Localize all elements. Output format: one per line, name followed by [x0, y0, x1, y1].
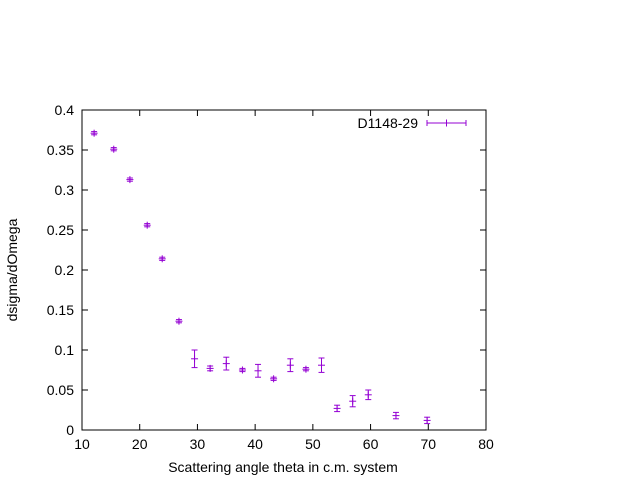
data-point — [286, 358, 294, 373]
data-point — [126, 176, 134, 184]
data-point — [318, 357, 326, 373]
data-point — [423, 416, 431, 425]
y-tick-label: 0 — [66, 422, 74, 438]
data-point — [206, 364, 214, 372]
y-tick-label: 0.35 — [47, 142, 74, 158]
legend-label: D1148-29 — [358, 115, 419, 131]
x-tick-label: 70 — [420, 436, 436, 452]
data-point — [175, 317, 183, 325]
data-point — [158, 255, 166, 263]
data-point — [90, 129, 98, 137]
y-tick-label: 0.4 — [55, 102, 75, 118]
data-point — [364, 389, 372, 401]
data-series — [90, 129, 431, 425]
x-tick-label: 60 — [363, 436, 379, 452]
data-point — [222, 356, 230, 371]
y-axis: 0 0.05 0.1 0.15 0.2 0.25 0.3 0.35 0.4 — [47, 102, 486, 438]
x-axis-label: Scattering angle theta in c.m. system — [168, 459, 398, 475]
y-tick-label: 0.1 — [55, 342, 75, 358]
data-point — [254, 363, 262, 378]
data-point — [392, 411, 400, 420]
x-tick-label: 40 — [247, 436, 263, 452]
x-tick-label: 20 — [132, 436, 148, 452]
y-tick-label: 0.2 — [55, 262, 75, 278]
data-point — [270, 375, 278, 383]
y-tick-label: 0.3 — [55, 182, 75, 198]
data-point — [349, 395, 357, 408]
legend: D1148-29 — [358, 115, 467, 131]
y-tick-label: 0.05 — [47, 382, 74, 398]
x-tick-label: 30 — [190, 436, 206, 452]
x-tick-label: 10 — [74, 436, 90, 452]
data-point — [110, 145, 118, 153]
x-tick-label: 80 — [478, 436, 494, 452]
data-point — [238, 366, 246, 374]
data-point — [143, 221, 151, 229]
x-axis: 10 20 30 40 50 60 70 80 — [74, 110, 494, 452]
data-point — [302, 365, 310, 373]
data-point — [333, 404, 341, 413]
data-point — [191, 349, 199, 369]
plot-border — [81, 109, 487, 431]
y-tick-label: 0.25 — [47, 222, 74, 238]
x-tick-label: 50 — [305, 436, 321, 452]
y-tick-label: 0.15 — [47, 302, 74, 318]
legend-sample — [426, 119, 467, 127]
y-axis-label: dsigma/dOmega — [4, 218, 20, 321]
